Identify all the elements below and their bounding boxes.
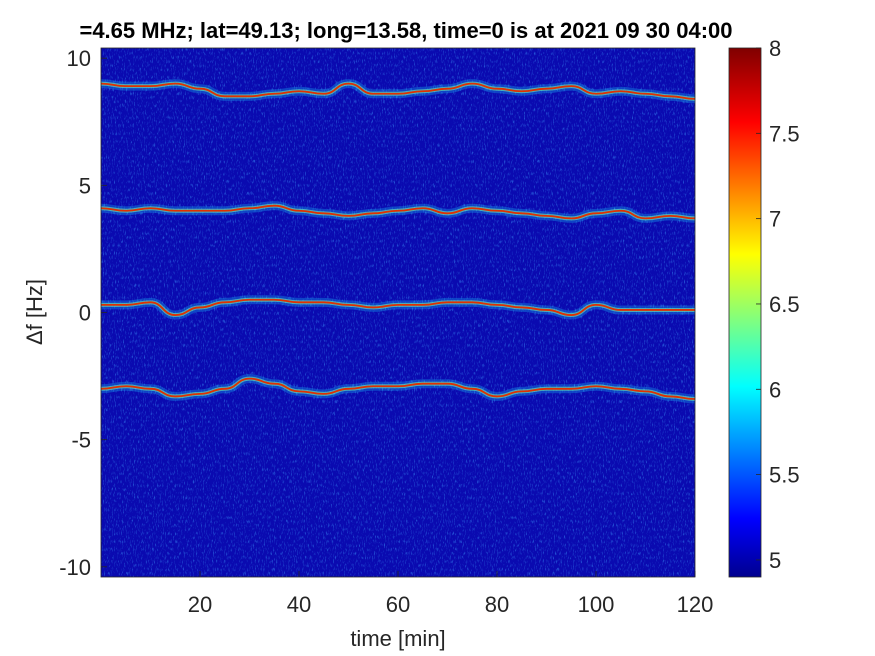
colorbar-tick-label: 6: [769, 377, 781, 402]
colorbar-ticks: 5 5.5 6 6.5 7 7.5 8: [756, 36, 800, 573]
y-axis-label: Δf [Hz]: [22, 279, 47, 345]
x-tick-label: 120: [677, 592, 714, 617]
x-tick-label: 100: [578, 592, 615, 617]
x-tick-label: 20: [188, 592, 212, 617]
signal-trace: [101, 298, 695, 316]
colorbar: [728, 47, 762, 578]
y-tick-label: -5: [71, 428, 91, 453]
signal-trace: [101, 204, 695, 220]
colorbar-tick-label: 7.5: [769, 121, 800, 146]
x-tick-label: 40: [287, 592, 311, 617]
signal-trace: [101, 377, 695, 400]
colorbar-tick-label: 5: [769, 548, 781, 573]
x-axis-label: time [min]: [350, 626, 445, 651]
colorbar-tick-label: 5.5: [769, 463, 800, 488]
x-tick-label: 80: [485, 592, 509, 617]
colorbar-tick-label: 7: [769, 207, 781, 232]
y-axis-ticks: 10 5 0 -5 -10: [59, 46, 107, 580]
chart-title: =4.65 MHz; lat=49.13; long=13.58, time=0…: [79, 18, 732, 43]
colorbar-tick-label: 8: [769, 36, 781, 61]
y-tick-label: 10: [67, 46, 91, 71]
plot-noise-texture: [101, 48, 695, 577]
y-tick-label: -10: [59, 555, 91, 580]
y-tick-label: 5: [79, 173, 91, 198]
y-tick-label: 0: [79, 301, 91, 326]
signal-trace: [101, 82, 695, 100]
x-axis-ticks: 20 40 60 80 100 120: [188, 571, 714, 617]
x-tick-label: 60: [386, 592, 410, 617]
signal-traces-layer: [101, 81, 695, 401]
colorbar-tick-label: 6.5: [769, 292, 800, 317]
